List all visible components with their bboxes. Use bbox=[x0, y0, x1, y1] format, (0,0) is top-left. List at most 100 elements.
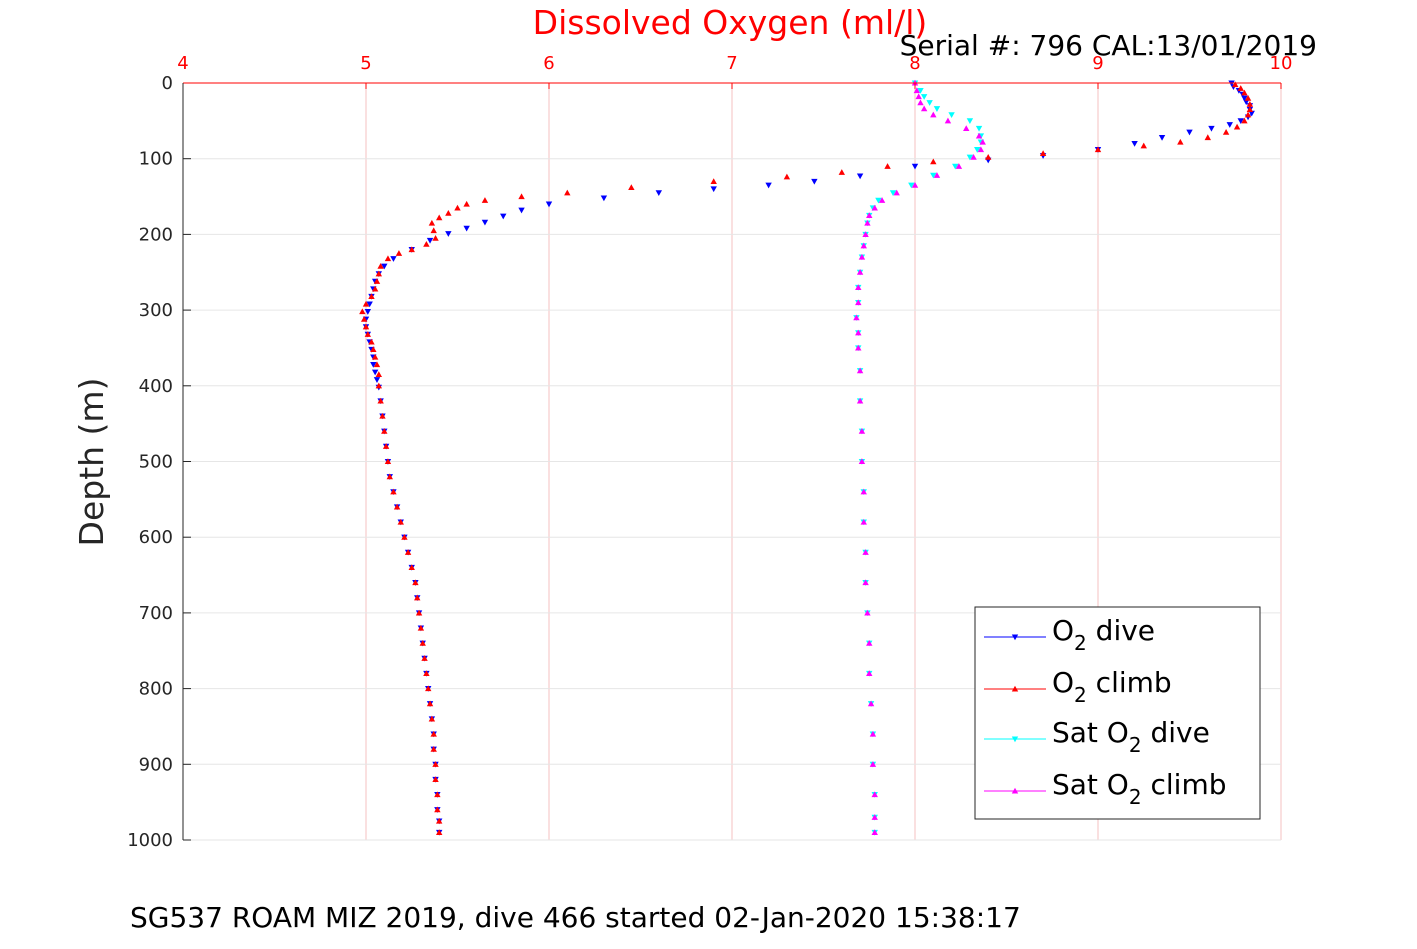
data-point bbox=[1222, 129, 1230, 135]
y-tick-label: 600 bbox=[139, 527, 173, 548]
data-point bbox=[860, 242, 867, 249]
data-point bbox=[500, 213, 507, 220]
y-tick-label: 1000 bbox=[127, 830, 173, 851]
data-point bbox=[481, 219, 489, 226]
data-point bbox=[445, 210, 452, 216]
data-point bbox=[966, 118, 974, 125]
data-point bbox=[866, 212, 873, 219]
data-point bbox=[853, 314, 860, 321]
data-point bbox=[930, 158, 937, 165]
data-point bbox=[765, 182, 772, 189]
data-point bbox=[871, 204, 878, 211]
data-point bbox=[871, 791, 878, 798]
data-point bbox=[600, 195, 608, 202]
data-point bbox=[373, 361, 381, 368]
data-point bbox=[869, 730, 877, 737]
data-point bbox=[463, 225, 470, 232]
data-point bbox=[381, 263, 388, 270]
y-tick-label: 0 bbox=[162, 73, 173, 94]
data-point bbox=[436, 817, 443, 824]
data-point bbox=[893, 189, 900, 196]
data-point bbox=[401, 534, 408, 540]
x-tick-label: 7 bbox=[726, 53, 737, 74]
data-point bbox=[430, 227, 437, 234]
data-point bbox=[419, 639, 426, 646]
y-tick-label: 400 bbox=[139, 376, 173, 397]
data-point bbox=[855, 329, 862, 336]
data-point bbox=[917, 88, 924, 94]
data-point bbox=[1140, 142, 1147, 149]
x-tick-label: 10 bbox=[1270, 53, 1293, 74]
series-o2-climb bbox=[359, 81, 1254, 835]
data-point bbox=[1246, 100, 1254, 107]
data-point bbox=[428, 715, 436, 722]
data-point bbox=[858, 428, 866, 434]
legend-entry: Sat O2 dive bbox=[984, 716, 1210, 757]
data-point bbox=[481, 197, 489, 203]
data-point bbox=[710, 186, 717, 193]
data-point bbox=[913, 87, 921, 94]
data-point bbox=[430, 745, 437, 752]
y-tick-label: 100 bbox=[139, 149, 173, 170]
data-point bbox=[395, 250, 403, 256]
data-point bbox=[1248, 110, 1255, 117]
data-point bbox=[966, 154, 974, 161]
data-point bbox=[362, 323, 370, 330]
data-point bbox=[375, 382, 383, 389]
data-point bbox=[926, 100, 933, 106]
data-point bbox=[432, 234, 439, 241]
data-point bbox=[1241, 117, 1248, 124]
data-point bbox=[920, 105, 928, 112]
data-point bbox=[408, 564, 415, 571]
series-layer bbox=[359, 79, 1255, 836]
data-point bbox=[1186, 129, 1193, 136]
y-tick-label: 900 bbox=[139, 754, 173, 775]
data-point bbox=[908, 182, 915, 189]
data-point bbox=[930, 111, 937, 118]
data-point bbox=[871, 814, 878, 820]
x-tick-label: 5 bbox=[360, 53, 371, 74]
x-tick-label: 4 bbox=[177, 53, 188, 74]
data-point bbox=[860, 488, 867, 495]
data-point bbox=[426, 237, 434, 244]
data-point bbox=[463, 200, 470, 207]
legend-label: O2 dive bbox=[1052, 614, 1155, 655]
chart-title: Dissolved Oxygen (ml/l) bbox=[533, 3, 928, 42]
data-point bbox=[414, 594, 421, 601]
data-point bbox=[368, 338, 375, 345]
legend-label: O2 climb bbox=[1052, 666, 1172, 707]
data-point bbox=[878, 197, 886, 203]
data-point bbox=[359, 308, 366, 315]
data-point bbox=[375, 371, 383, 378]
data-point bbox=[381, 428, 388, 434]
data-point bbox=[974, 147, 981, 153]
data-point bbox=[970, 153, 977, 160]
data-point bbox=[384, 255, 392, 262]
data-point bbox=[404, 549, 412, 555]
data-point bbox=[783, 173, 791, 180]
data-point bbox=[1131, 141, 1138, 147]
data-point bbox=[952, 163, 959, 170]
data-point bbox=[1158, 134, 1166, 141]
y-tick-label: 500 bbox=[139, 452, 173, 473]
data-point bbox=[393, 503, 401, 510]
data-point bbox=[445, 231, 452, 237]
legend-entry: O2 dive bbox=[984, 614, 1155, 655]
data-point bbox=[920, 94, 928, 100]
data-point bbox=[1094, 146, 1102, 153]
data-point bbox=[864, 609, 871, 616]
data-point bbox=[856, 269, 864, 275]
data-point bbox=[864, 219, 871, 226]
data-point bbox=[1204, 134, 1211, 141]
data-point bbox=[866, 670, 873, 677]
data-point bbox=[371, 353, 379, 360]
data-point bbox=[386, 473, 393, 480]
data-point bbox=[838, 169, 845, 175]
legend: O2 dive O2 climb Sat O2 dive Sat O2 climb bbox=[974, 606, 1261, 820]
data-point bbox=[975, 132, 983, 139]
data-point bbox=[855, 284, 862, 290]
data-point bbox=[1237, 85, 1244, 91]
data-point bbox=[397, 518, 404, 525]
data-point bbox=[371, 369, 379, 376]
